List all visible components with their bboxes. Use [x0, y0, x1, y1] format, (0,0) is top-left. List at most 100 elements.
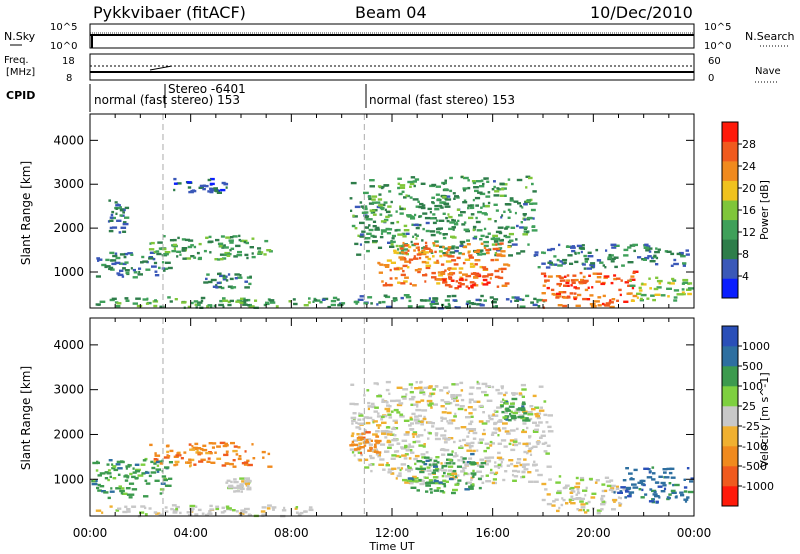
time-axis: 00:00 04:00 08:00 12:00 16:00 20:00 00:00 — [73, 526, 712, 540]
colorbar-swatch-0 — [722, 486, 738, 507]
colorbar-swatch-5 — [722, 386, 738, 407]
colorbar-swatch-8 — [722, 122, 738, 142]
velocity-colorbar: 1000 500 100 25 -25 -100 -500 -1000 — [721, 325, 774, 507]
colorbar-tick-label-5: -100 — [742, 440, 767, 453]
noise-right-tick-low: 10^0 — [704, 41, 731, 52]
xtick-label-6: 00:00 — [677, 526, 712, 540]
colorbar-swatch-6 — [722, 161, 738, 181]
power-colorbar: 28 24 20 16 12 8 4 — [721, 121, 756, 299]
velocity-colorbar-label: Velocity [m s^-1] — [758, 372, 771, 467]
echo-region-5 — [407, 452, 486, 495]
echo-region-9 — [349, 431, 382, 455]
power-colorbar-label: Power [dB] — [758, 180, 771, 240]
velocity-ylabel: Slant Range [km] — [19, 366, 33, 470]
echo-region-11 — [533, 243, 690, 270]
xtick-label-5: 20:00 — [576, 526, 611, 540]
ytick-label-2: 3000 — [53, 177, 84, 191]
beam-title: Beam 04 — [355, 3, 427, 22]
colorbar-swatch-3 — [722, 219, 738, 240]
colorbar-tick-label-3: 25 — [742, 400, 756, 413]
xtick-label-1: 04:00 — [173, 526, 208, 540]
colorbar-swatch-1 — [722, 466, 738, 487]
colorbar-tick-label-4: 12 — [742, 226, 756, 239]
nave-tick-low: 0 — [708, 73, 714, 84]
noise-right-tick-high: 10^5 — [704, 22, 731, 33]
colorbar-tick-label-5: 8 — [742, 248, 749, 261]
ytick-label-0: 1000 — [53, 472, 84, 486]
echo-region-0 — [91, 457, 173, 500]
ytick-label-2: 3000 — [53, 383, 84, 397]
ytick-label-0: 1000 — [53, 265, 84, 279]
colorbar-tick-label-0: 1000 — [742, 340, 770, 353]
noise-left-label: N.Sky — [4, 30, 36, 43]
date-title: 10/Dec/2010 — [590, 3, 693, 22]
freq-tick-high: 18 — [62, 56, 75, 67]
velocity-panel: 1000 2000 3000 4000 — [53, 317, 695, 518]
colorbar-frame — [721, 325, 739, 507]
echo-region-8 — [613, 466, 695, 504]
echo-region-0 — [95, 296, 315, 309]
echo-region-4 — [349, 380, 554, 486]
ytick-label-3: 4000 — [53, 133, 84, 147]
time-axis-label: Time UT — [368, 540, 414, 553]
echo-region-9 — [308, 294, 546, 310]
freq-tick-low: 8 — [66, 73, 72, 84]
cpid-segment-1: normal (fast stereo) 153 — [94, 93, 240, 107]
echo-region-3 — [203, 272, 252, 290]
colorbar-tick-label-1: 500 — [742, 360, 763, 373]
nave-label: Nave — [755, 66, 781, 77]
colorbar-swatch-4 — [722, 406, 738, 427]
echo-region-6 — [349, 175, 538, 257]
colorbar-tick-label-1: 24 — [742, 160, 756, 173]
noise-left-tick-low: 10^0 — [50, 41, 77, 52]
echo-region-7 — [541, 475, 628, 515]
cpid-label: CPID — [6, 89, 35, 102]
echo-region-5 — [173, 177, 229, 194]
nave-tick-high: 60 — [708, 56, 721, 67]
colorbar-tick-label-2: 100 — [742, 380, 763, 393]
colorbar-swatch-2 — [722, 239, 738, 260]
echo-region-6 — [500, 397, 531, 422]
power-ylabel: Slant Range [km] — [19, 161, 33, 265]
echo-region-4 — [107, 199, 130, 234]
noise-panel: N.Sky 10^5 10^0 10^5 10^0 N.Search — [4, 22, 795, 52]
freq-label-2: [MHz] — [6, 67, 35, 78]
colorbar-swatch-7 — [722, 141, 738, 162]
xtick-label-3: 12:00 — [375, 526, 410, 540]
power-panel: 1000 2000 3000 4000 — [53, 113, 695, 310]
colorbar-swatch-6 — [722, 366, 738, 387]
colorbar-tick-label-3: 16 — [742, 204, 756, 217]
colorbar-tick-label-7: -1000 — [742, 480, 774, 493]
colorbar-tick-label-6: -500 — [742, 460, 767, 473]
stereo-label: Stereo -6401 — [168, 82, 246, 96]
colorbar-swatch-8 — [722, 326, 738, 347]
ytick-label-3: 4000 — [53, 338, 84, 352]
xtick-label-2: 08:00 — [274, 526, 309, 540]
colorbar-tick-label-4: -25 — [742, 420, 760, 433]
colorbar-swatch-5 — [722, 180, 738, 201]
station-title: Pykkvibaer (fitACF) — [93, 3, 246, 22]
freq-panel: Freq. [MHz] 18 8 60 0 Nave — [4, 53, 781, 84]
ytick-label-1: 2000 — [53, 221, 84, 235]
echo-region-2 — [95, 504, 314, 518]
echo-region-1 — [95, 251, 173, 279]
colorbar-swatch-0 — [722, 278, 738, 299]
xtick-label-4: 16:00 — [475, 526, 510, 540]
colorbar-swatch-7 — [722, 346, 738, 367]
colorbar-swatch-4 — [722, 200, 738, 221]
echo-region-8 — [442, 272, 500, 290]
colorbar-swatch-3 — [722, 426, 738, 447]
colorbar-swatch-1 — [722, 258, 738, 279]
colorbar-swatch-2 — [722, 446, 738, 467]
colorbar-tick-label-2: 20 — [742, 182, 756, 195]
echo-region-10 — [540, 270, 639, 309]
ytick-label-1: 2000 — [53, 427, 84, 441]
xtick-label-0: 00:00 — [73, 526, 108, 540]
echo-region-3 — [225, 477, 252, 493]
freq-label-1: Freq. — [4, 55, 29, 66]
colorbar-tick-label-6: 4 — [742, 270, 749, 283]
noise-right-label: N.Search — [745, 30, 795, 43]
colorbar-tick-label-0: 28 — [742, 138, 756, 151]
noise-left-tick-high: 10^5 — [50, 22, 77, 33]
